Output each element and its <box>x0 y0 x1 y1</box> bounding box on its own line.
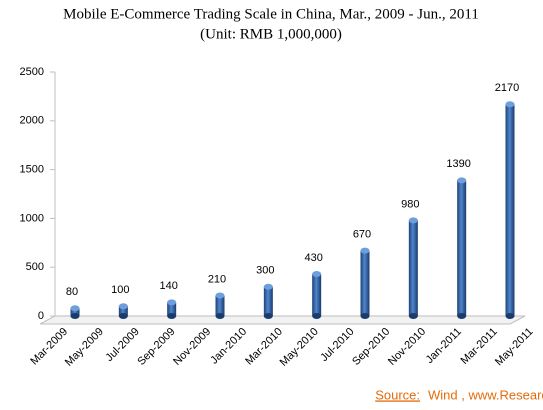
x-tick-label: Nov-2009 <box>171 326 213 368</box>
y-tick-label: 1000 <box>20 212 44 224</box>
data-label: 1390 <box>446 158 470 170</box>
bar <box>167 302 177 316</box>
bar-base <box>312 313 322 319</box>
bar-top <box>70 305 80 312</box>
chart-title: Mobile E-Commerce Trading Scale in China… <box>63 6 479 22</box>
bar <box>118 306 128 316</box>
y-tick-label: 0 <box>38 310 44 322</box>
bar-base <box>408 313 418 319</box>
data-label: 210 <box>208 273 226 285</box>
source-text: Wind , www.ResearchInChina.com <box>428 387 543 402</box>
bar <box>457 180 467 316</box>
bar-top <box>457 177 467 184</box>
bar <box>505 104 515 316</box>
x-tick-label: Jan-2011 <box>424 326 464 366</box>
bar-base <box>70 313 80 319</box>
source-label: Source: <box>375 387 420 402</box>
bar <box>215 295 225 316</box>
bar-base <box>118 313 128 319</box>
bar-base <box>457 313 467 319</box>
bar-base <box>263 313 273 319</box>
y-tick-label: 1500 <box>20 164 44 176</box>
bar <box>360 250 370 316</box>
bar <box>263 286 273 316</box>
x-tick-label: Sep-2010 <box>350 326 392 368</box>
data-label: 430 <box>304 252 322 264</box>
bar-base <box>167 313 177 319</box>
x-tick-label: May-2010 <box>278 326 321 369</box>
x-tick-label: May-2009 <box>63 326 106 369</box>
bar <box>408 220 418 316</box>
data-label: 300 <box>256 265 274 277</box>
bar <box>312 274 322 316</box>
bar-top <box>505 101 515 108</box>
bar-base <box>360 313 370 319</box>
bar-top <box>215 292 225 299</box>
floor <box>39 315 526 325</box>
y-tick-label: 500 <box>26 261 44 273</box>
x-tick-label: May-2011 <box>493 326 536 369</box>
data-label: 100 <box>111 284 129 296</box>
bar-base <box>215 313 225 319</box>
x-tick-label: Jan-2010 <box>208 326 249 367</box>
chart-subtitle: (Unit: RMB 1,000,000) <box>200 26 342 42</box>
x-tick-label: Sep-2009 <box>135 326 177 368</box>
bar-top <box>312 271 322 278</box>
data-label: 670 <box>353 229 371 241</box>
bar-top <box>118 303 128 310</box>
x-tick-label: Nov-2010 <box>386 326 428 368</box>
bar-base <box>505 313 515 319</box>
y-tick-label: 2500 <box>20 66 44 78</box>
data-label: 980 <box>401 198 419 210</box>
data-label: 80 <box>66 286 78 298</box>
y-tick-label: 2000 <box>20 115 44 127</box>
bar-top <box>263 283 273 290</box>
bar-top <box>167 299 177 306</box>
data-label: 2170 <box>495 82 519 94</box>
bar <box>70 308 80 316</box>
bar-top <box>408 217 418 224</box>
bar-top <box>360 247 370 254</box>
data-label: 140 <box>159 280 177 292</box>
